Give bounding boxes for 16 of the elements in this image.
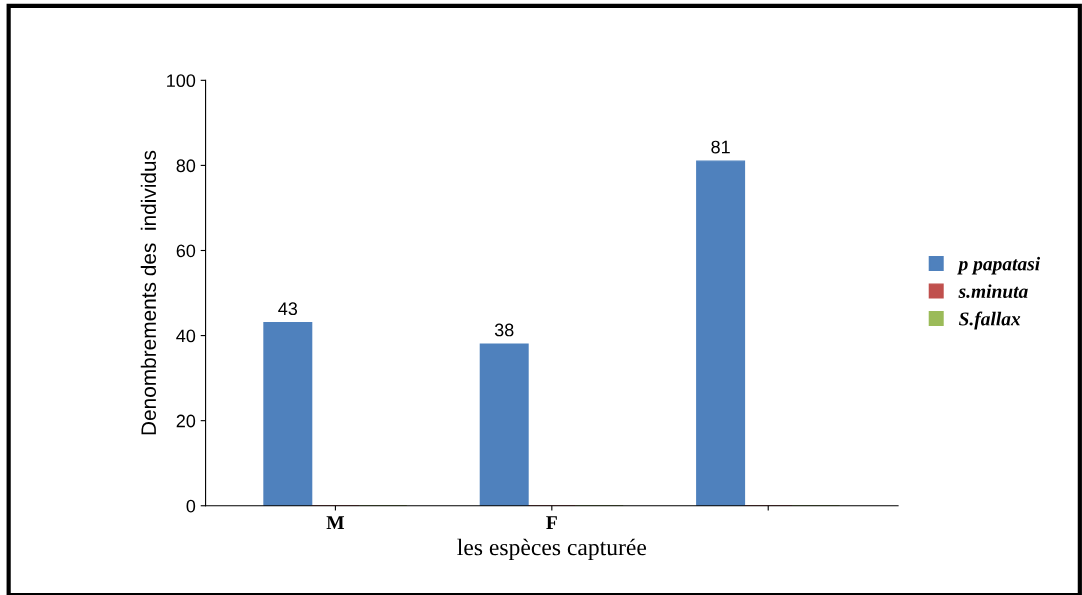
legend-label: p papatasi: [957, 256, 1041, 275]
y-tick-label: 40: [176, 329, 196, 343]
y-tick-label: 80: [176, 159, 196, 173]
x-tick-label: F: [546, 516, 557, 529]
data-label: 38: [494, 323, 514, 337]
y-tick-label: 60: [176, 244, 196, 258]
x-tick-label: M: [326, 516, 345, 529]
data-label: 43: [278, 302, 298, 316]
y-axis-title: Denombrements des individus: [140, 150, 157, 435]
y-tick-label: 20: [176, 414, 196, 428]
legend-label: s.minuta: [958, 284, 1028, 299]
legend-label: S.fallax: [958, 311, 1021, 330]
data-label: 81: [711, 140, 730, 154]
y-tick-label: 0: [186, 499, 196, 513]
y-tick-label: 100: [167, 74, 196, 88]
x-axis-title: les espèces capturée: [457, 538, 647, 561]
